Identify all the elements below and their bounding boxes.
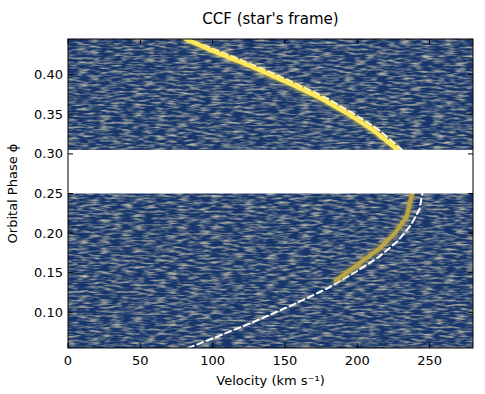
chart: 0 50 100 150 200 250 0.10 0.15 0.20 0.25 0.30 0.35 0…: [0, 0, 485, 394]
y-axis-label: Orbital Phase ϕ: [5, 144, 20, 244]
x-tick-label: 250: [417, 353, 442, 368]
y-tick-right: [468, 312, 473, 313]
x-tick-top: [429, 39, 430, 44]
y-tick: [68, 272, 73, 273]
y-tick-right: [468, 193, 473, 194]
y-tick-label: 0.35: [34, 107, 63, 122]
y-tick: [68, 114, 73, 115]
title: CCF (star's frame): [202, 10, 338, 28]
x-tick-label: 200: [345, 353, 370, 368]
frame: [68, 39, 473, 348]
x-tick: [212, 343, 213, 348]
x-tick: [429, 343, 430, 348]
x-tick-top: [284, 39, 285, 44]
y-tick-label: 0.10: [34, 305, 63, 320]
y-tick-right: [468, 272, 473, 273]
x-tick-top: [212, 39, 213, 44]
y-tick-right: [468, 114, 473, 115]
background: [68, 39, 473, 348]
y-tick-right: [468, 153, 473, 154]
x-tick: [68, 343, 69, 348]
x-tick-label: 150: [273, 353, 298, 368]
y-tick-label: 0.15: [34, 265, 63, 280]
masked-band: [68, 150, 473, 194]
x-tick-top: [68, 39, 69, 44]
x-tick: [357, 343, 358, 348]
ccf-trace: [336, 194, 413, 281]
y-tick-label: 0.25: [34, 186, 63, 201]
y-tick-label: 0.40: [34, 67, 63, 82]
x-tick-top: [357, 39, 358, 44]
y-tick-right: [468, 233, 473, 234]
y-tick: [68, 193, 73, 194]
x-tick-label: 0: [64, 353, 72, 368]
ccf-trace: [185, 39, 398, 150]
x-tick-top: [140, 39, 141, 44]
x-tick-label: 100: [200, 353, 225, 368]
x-tick-label: 50: [132, 353, 149, 368]
x-tick: [140, 343, 141, 348]
y-tick: [68, 312, 73, 313]
y-tick: [68, 74, 73, 75]
y-tick-label: 0.30: [34, 146, 63, 161]
x-tick: [284, 343, 285, 348]
plot-area: [68, 39, 473, 348]
x-axis-label: Velocity (km s⁻¹): [216, 373, 324, 388]
y-tick: [68, 233, 73, 234]
y-tick: [68, 153, 73, 154]
noise-texture: [68, 39, 473, 348]
y-tick-right: [468, 74, 473, 75]
y-tick-label: 0.20: [34, 226, 63, 241]
